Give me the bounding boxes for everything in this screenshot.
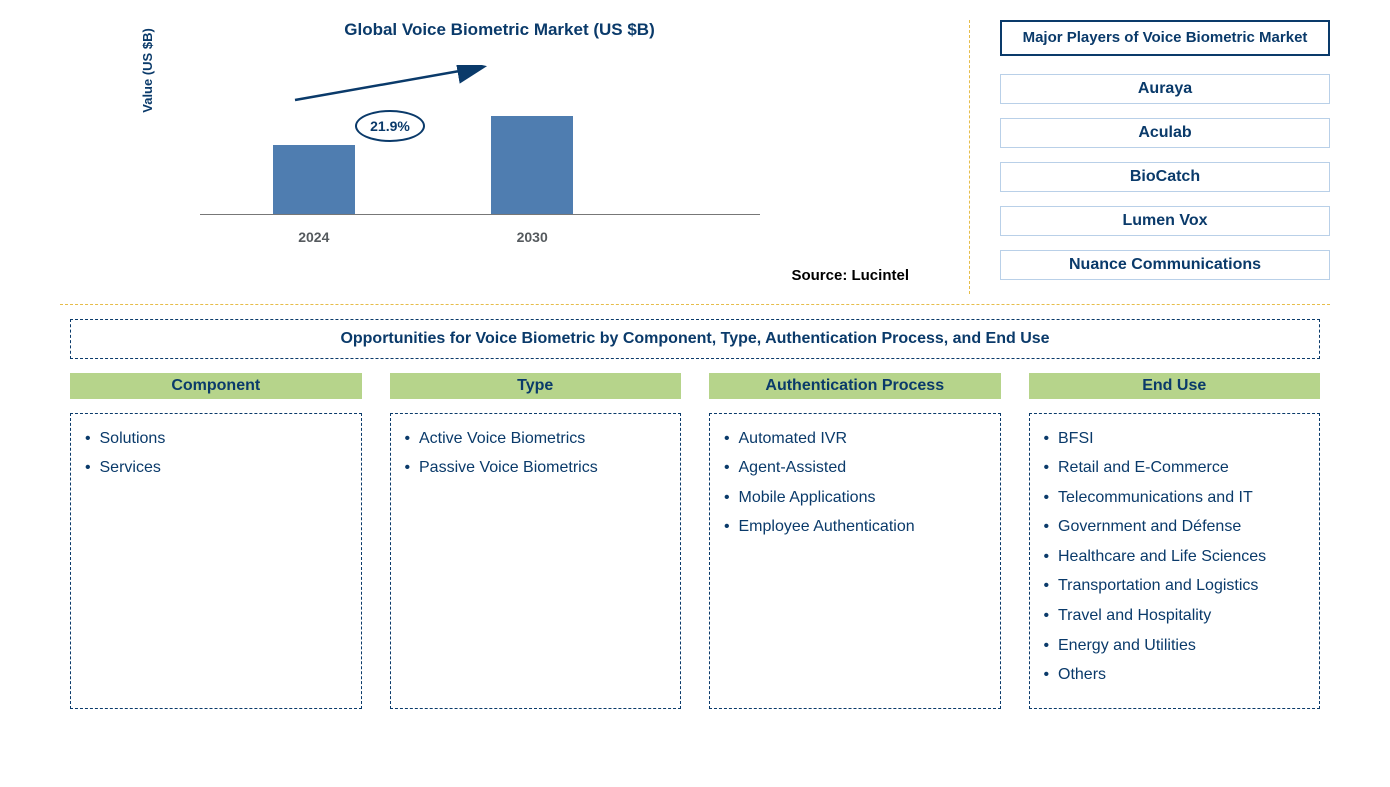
- bar-2030: [491, 116, 573, 214]
- opportunity-item: Energy and Utilities: [1044, 631, 1306, 661]
- opportunity-item: Healthcare and Life Sciences: [1044, 542, 1306, 572]
- opportunity-item: Services: [85, 453, 347, 483]
- opportunity-item: Retail and E-Commerce: [1044, 453, 1306, 483]
- players-list: Auraya Aculab BioCatch Lumen Vox Nuance Comm…: [1000, 74, 1330, 280]
- chart-title: Global Voice Biometric Market (US $B): [60, 20, 939, 40]
- opportunity-item: Government and Défense: [1044, 512, 1306, 542]
- opportunity-item: Active Voice Biometrics: [405, 424, 667, 454]
- opportunity-body: Active Voice BiometricsPassive Voice Bio…: [390, 413, 682, 709]
- opportunity-column: Component SolutionsServices: [70, 373, 362, 709]
- top-section: Global Voice Biometric Market (US $B) Va…: [0, 0, 1390, 294]
- opportunities-grid: Component SolutionsServices Type Active Voi…: [0, 373, 1390, 709]
- x-category-2024: 2024: [298, 229, 329, 245]
- opportunity-body: BFSIRetail and E-CommerceTelecommunicati…: [1029, 413, 1321, 709]
- opportunity-item: Solutions: [85, 424, 347, 454]
- opportunity-item: Agent-Assisted: [724, 453, 986, 483]
- opportunity-column: Type Active Voice BiometricsPassive Voice…: [390, 373, 682, 709]
- opportunity-body: SolutionsServices: [70, 413, 362, 709]
- opportunity-item: Mobile Applications: [724, 483, 986, 513]
- opportunity-item: Transportation and Logistics: [1044, 571, 1306, 601]
- players-panel: Major Players of Voice Biometric Market …: [1000, 20, 1330, 294]
- opportunities-title: Opportunities for Voice Biometric by Com…: [70, 319, 1320, 359]
- bar-2024: [273, 145, 355, 214]
- opportunity-header: Type: [390, 373, 682, 399]
- opportunity-item: Automated IVR: [724, 424, 986, 454]
- x-category-2030: 2030: [517, 229, 548, 245]
- horizontal-divider: [60, 304, 1330, 305]
- growth-rate-bubble: 21.9%: [355, 110, 425, 142]
- opportunity-header: Component: [70, 373, 362, 399]
- chart-source: Source: Lucintel: [791, 267, 909, 284]
- vertical-divider: [969, 20, 970, 294]
- opportunity-item: Travel and Hospitality: [1044, 601, 1306, 631]
- players-header: Major Players of Voice Biometric Market: [1000, 20, 1330, 56]
- opportunity-header: Authentication Process: [709, 373, 1001, 399]
- opportunity-column: End Use BFSIRetail and E-CommerceTelecomm…: [1029, 373, 1321, 709]
- player-item: Lumen Vox: [1000, 206, 1330, 236]
- chart-panel: Global Voice Biometric Market (US $B) Va…: [60, 20, 939, 294]
- opportunity-item: Telecommunications and IT: [1044, 483, 1306, 513]
- opportunity-item: BFSI: [1044, 424, 1306, 454]
- opportunity-item: Passive Voice Biometrics: [405, 453, 667, 483]
- player-item: Aculab: [1000, 118, 1330, 148]
- opportunity-column: Authentication Process Automated IVRAgent…: [709, 373, 1001, 709]
- y-axis-label: Value (US $B): [140, 28, 155, 113]
- player-item: BioCatch: [1000, 162, 1330, 192]
- opportunity-item: Employee Authentication: [724, 512, 986, 542]
- player-item: Nuance Communications: [1000, 250, 1330, 280]
- opportunity-header: End Use: [1029, 373, 1321, 399]
- opportunity-body: Automated IVRAgent-AssistedMobile Applic…: [709, 413, 1001, 709]
- chart-area: Value (US $B) 21.9% 2024 2030: [200, 65, 760, 245]
- player-item: Auraya: [1000, 74, 1330, 104]
- growth-rate-label: 21.9%: [370, 118, 410, 134]
- opportunity-item: Others: [1044, 660, 1306, 690]
- chart-plot: 21.9%: [200, 65, 760, 215]
